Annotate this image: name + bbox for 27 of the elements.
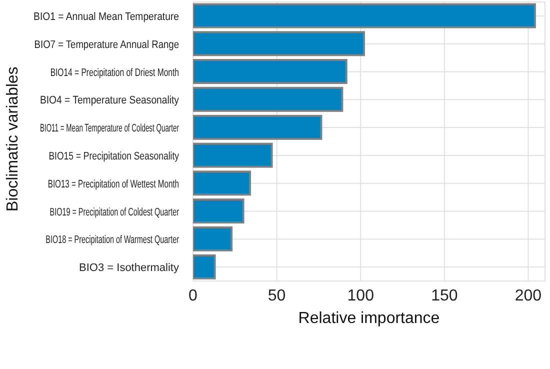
y-axis-title: Bioclimatic variables — [4, 66, 22, 212]
bar — [193, 59, 348, 84]
bar — [193, 254, 216, 280]
y-tick-label: BIO19 = Precipitation of Coldest Quarter — [50, 206, 179, 218]
bar — [193, 114, 322, 140]
y-tick-label: BIO7 = Temperature Annual Range — [34, 39, 180, 52]
y-tick-label: BIO14 = Precipitation of Driest Month — [50, 66, 179, 80]
y-tick-label: BIO15 = Precipitation Seasonality — [48, 150, 180, 163]
x-tick-label: 100 — [347, 287, 374, 304]
y-tick-label: BIO18 = Precipitation of Warmest Quarter — [46, 234, 179, 246]
y-tick-label: BIO13 = Precipitation of Wettest Month — [48, 178, 179, 191]
y-tick-label: BIO1 = Annual Mean Temperature — [34, 11, 180, 24]
x-axis-title: Relative importance — [298, 310, 440, 327]
bar — [193, 198, 244, 224]
bar — [193, 31, 365, 56]
bar — [193, 142, 273, 168]
bar — [193, 86, 344, 112]
y-tick-label: BIO11 = Mean Temperature of Coldest Quarter — [40, 122, 179, 134]
y-tick-label: BIO4 = Temperature Seasonality — [40, 95, 180, 107]
y-tick-label: BIO3 = Isothermality — [79, 262, 180, 274]
bar — [193, 3, 536, 28]
x-tick-label: 0 — [188, 287, 198, 304]
x-tick-label: 150 — [431, 287, 458, 304]
bar — [193, 170, 251, 196]
x-tick-label: 200 — [514, 287, 542, 304]
x-tick-label: 50 — [268, 287, 286, 304]
bar — [193, 226, 233, 252]
